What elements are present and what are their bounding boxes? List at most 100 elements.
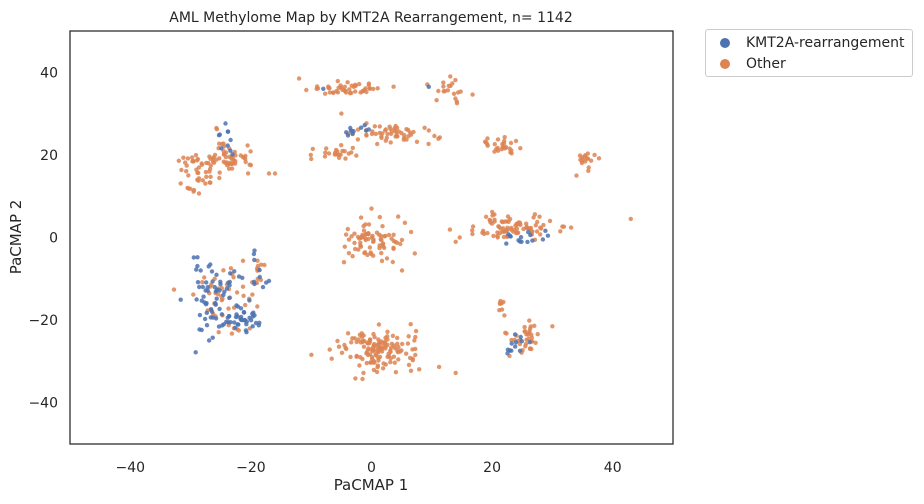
data-point-other — [383, 138, 388, 143]
data-point-kmt2a — [227, 283, 232, 288]
data-point-other — [502, 138, 507, 144]
data-point-other — [523, 344, 528, 349]
data-point-other — [332, 150, 338, 156]
data-point-other — [373, 131, 378, 137]
data-point-other — [579, 160, 585, 166]
data-point-kmt2a — [195, 255, 200, 260]
data-point-other — [376, 322, 382, 327]
data-point-other — [196, 191, 202, 196]
x-tick-label: 0 — [367, 460, 376, 476]
data-point-other — [385, 334, 390, 339]
data-point-other — [363, 237, 368, 243]
data-point-other — [374, 369, 380, 375]
data-point-other — [227, 154, 232, 159]
data-point-other — [353, 376, 358, 381]
data-point-other — [376, 232, 382, 237]
data-point-kmt2a — [194, 267, 199, 272]
data-point-other — [228, 266, 234, 271]
x-axis-label: PaCMAP 1 — [334, 476, 409, 494]
data-point-other — [388, 140, 393, 145]
data-point-other — [360, 89, 365, 94]
data-point-other — [533, 340, 538, 345]
data-point-other — [191, 189, 196, 194]
data-point-other — [385, 131, 390, 137]
data-point-other — [404, 137, 409, 142]
data-point-other — [342, 342, 347, 348]
data-point-kmt2a — [208, 315, 213, 320]
data-point-other — [262, 262, 267, 268]
data-point-other — [377, 130, 382, 136]
data-point-kmt2a — [232, 320, 237, 325]
data-point-other — [453, 239, 458, 244]
data-point-other — [541, 222, 546, 228]
data-point-other — [379, 346, 385, 351]
data-point-other — [217, 175, 222, 181]
data-point-other — [327, 90, 333, 95]
data-point-other — [396, 357, 401, 362]
data-point-other — [483, 140, 489, 145]
data-point-kmt2a — [517, 348, 523, 353]
data-point-kmt2a — [251, 251, 257, 257]
data-point-other — [380, 224, 385, 229]
data-point-other — [485, 136, 490, 141]
data-point-other — [344, 346, 349, 352]
data-point-other — [390, 333, 396, 338]
data-point-other — [446, 83, 451, 89]
data-point-other — [470, 231, 475, 237]
data-point-other — [574, 173, 579, 178]
data-point-other — [508, 140, 514, 146]
data-point-other — [533, 223, 538, 228]
data-point-kmt2a — [197, 312, 203, 318]
data-point-other — [436, 136, 441, 141]
data-point-other — [361, 333, 366, 338]
data-point-kmt2a — [206, 338, 212, 343]
data-point-other — [221, 268, 226, 273]
y-tick-label: 20 — [40, 148, 58, 164]
data-point-other — [586, 165, 591, 170]
data-point-other — [349, 234, 354, 239]
data-point-other — [495, 145, 500, 151]
data-point-other — [408, 368, 414, 373]
data-point-other — [413, 346, 418, 352]
data-point-kmt2a — [199, 298, 204, 303]
data-point-other — [550, 324, 555, 329]
data-point-other — [521, 226, 526, 232]
data-point-other — [426, 128, 431, 133]
data-point-kmt2a — [228, 271, 233, 276]
data-point-kmt2a — [527, 340, 532, 345]
data-point-other — [357, 363, 362, 368]
data-point-other — [234, 290, 240, 295]
data-point-other — [324, 146, 329, 151]
data-point-kmt2a — [214, 272, 219, 277]
data-point-other — [395, 335, 400, 341]
data-point-kmt2a — [242, 318, 247, 323]
data-point-other — [377, 340, 382, 345]
data-point-kmt2a — [198, 268, 203, 273]
data-point-other — [358, 215, 364, 220]
data-point-other — [240, 284, 246, 289]
data-point-kmt2a — [253, 320, 259, 326]
data-point-other — [358, 244, 364, 249]
data-point-other — [426, 141, 431, 147]
data-point-other — [203, 169, 209, 175]
x-tick-label: −20 — [236, 460, 266, 476]
data-point-other — [176, 158, 181, 163]
data-point-other — [229, 161, 234, 167]
data-point-other — [196, 170, 201, 176]
data-point-other — [339, 350, 345, 355]
data-point-kmt2a — [194, 297, 199, 302]
data-point-other — [243, 302, 248, 308]
data-point-kmt2a — [223, 121, 228, 126]
data-point-kmt2a — [517, 239, 523, 244]
data-point-kmt2a — [197, 284, 202, 290]
data-point-other — [369, 206, 374, 211]
legend-item-other: Other — [720, 54, 786, 74]
data-point-other — [399, 237, 405, 243]
data-point-other — [393, 123, 398, 129]
data-point-other — [568, 225, 574, 230]
data-point-other — [379, 250, 384, 256]
data-point-other — [558, 229, 563, 234]
data-point-other — [470, 224, 476, 229]
data-point-kmt2a — [232, 269, 237, 274]
